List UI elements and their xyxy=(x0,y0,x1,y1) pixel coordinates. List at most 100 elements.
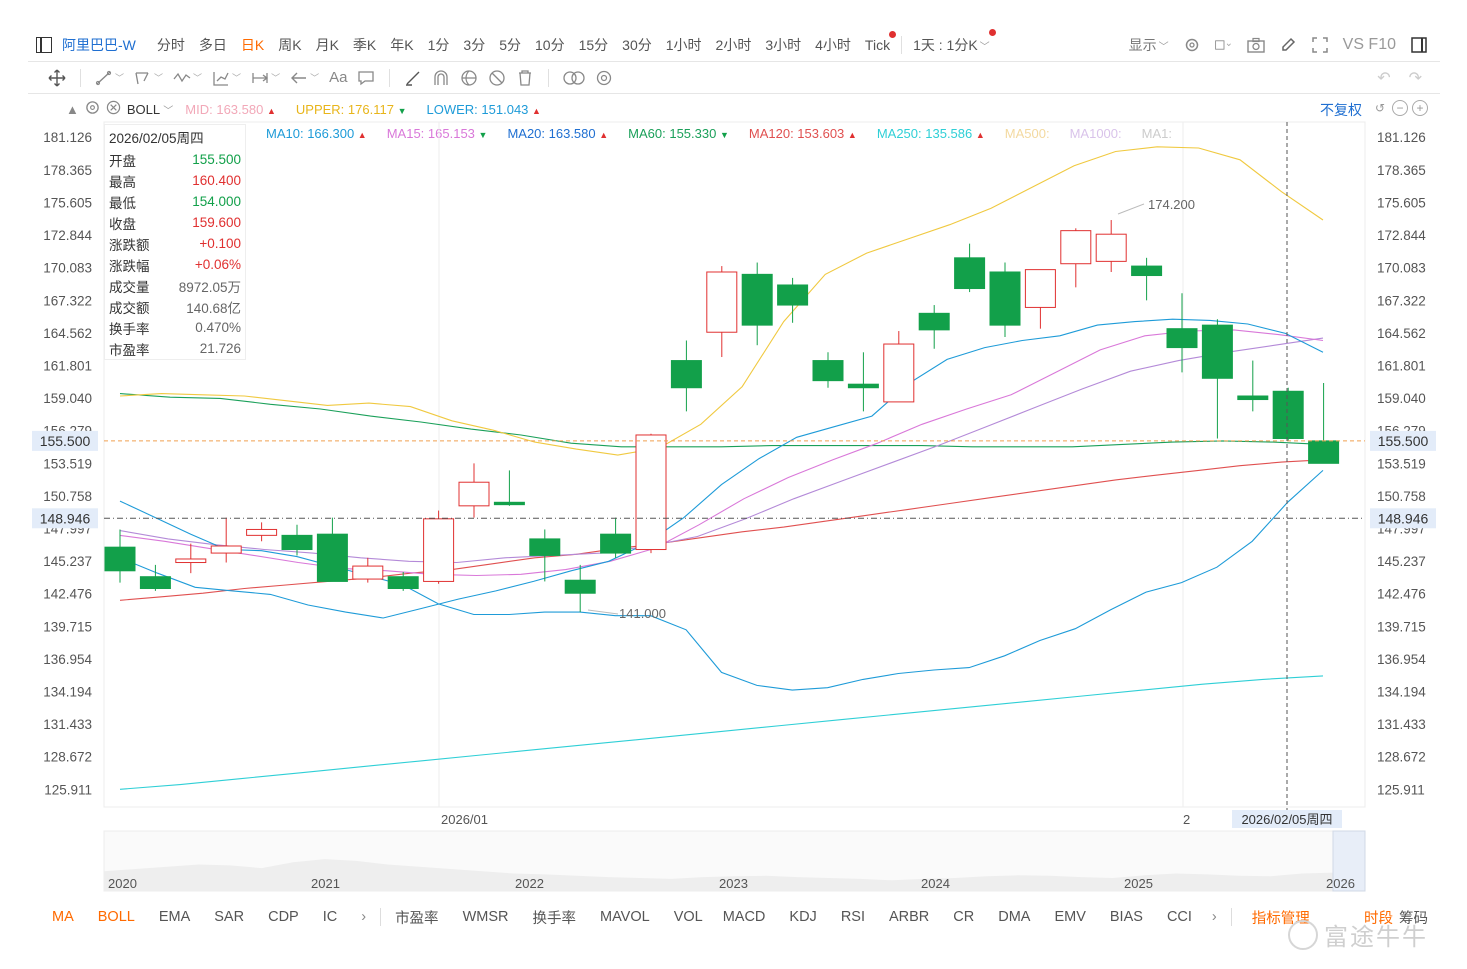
sub-indicator-tab[interactable]: VOL xyxy=(673,909,703,925)
custom-period-select[interactable]: 1天 : 1分K ﹀ xyxy=(913,28,996,55)
boll-mid: MID: 163.580 ▲ xyxy=(185,102,276,117)
candle-up xyxy=(706,271,738,333)
comment-tool-icon[interactable] xyxy=(357,69,375,87)
indicator-name-label: BOLL xyxy=(126,101,160,117)
indicator-tab[interactable]: IC xyxy=(322,909,338,925)
sub-indicator-tab[interactable]: 换手率 xyxy=(532,910,576,927)
period-tab[interactable]: 15分 xyxy=(578,36,609,53)
indicator-tab[interactable]: MA xyxy=(52,909,74,925)
info-key: 成交额 xyxy=(109,300,150,316)
zoom-in-icon[interactable]: + xyxy=(1412,100,1428,116)
period-tab[interactable]: 季K xyxy=(352,36,377,53)
period-tab[interactable]: 2小时 xyxy=(715,36,752,53)
vs-f10-button[interactable]: VS F10 xyxy=(1342,35,1396,53)
indicator-tab[interactable]: BOLL xyxy=(97,909,135,925)
sub-indicator-tab[interactable]: DMA xyxy=(998,909,1031,925)
period-tab[interactable]: 3分 xyxy=(463,36,486,53)
line-tool-icon[interactable]: ﹀ xyxy=(95,69,124,87)
camera-icon[interactable] xyxy=(1246,36,1265,54)
channel-tool-icon[interactable]: ﹀ xyxy=(134,69,163,87)
period-tab[interactable]: 多日 xyxy=(198,36,227,53)
candle-down xyxy=(1272,390,1304,440)
period-tab[interactable]: 分时 xyxy=(156,36,185,53)
indicator-tab[interactable]: SAR xyxy=(214,909,245,925)
info-value: 8972.05万 xyxy=(178,279,241,295)
pencil-icon[interactable] xyxy=(1279,36,1297,54)
fullscreen-icon[interactable] xyxy=(1311,36,1329,54)
chevron-right-icon[interactable]: › xyxy=(1211,909,1217,925)
chevron-right-icon[interactable]: › xyxy=(361,909,367,925)
redo-icon[interactable]: ↷ xyxy=(1408,69,1422,87)
overview-window xyxy=(1332,830,1366,892)
indicator-settings-icon[interactable] xyxy=(85,100,100,118)
display-menu[interactable]: 显示 ﹀ xyxy=(1129,35,1169,55)
period-tab[interactable]: 10分 xyxy=(535,36,565,53)
ma-value: 165.153 xyxy=(424,126,479,141)
overview-year-label: 2022 xyxy=(515,876,544,891)
trash-icon[interactable] xyxy=(516,69,534,87)
adjustment-toggle[interactable]: 不复权 xyxy=(1320,102,1362,118)
zoom-out-icon[interactable]: − xyxy=(1392,100,1408,116)
hide-drawing-icon[interactable] xyxy=(488,69,506,87)
sub-indicator-tab[interactable]: BIAS xyxy=(1109,909,1143,925)
ma-legend-item: MA10: 166.300 ▲ xyxy=(266,126,367,144)
candle-down xyxy=(954,257,986,290)
price-tick-label-right: 128.672 xyxy=(1377,750,1426,765)
layout-icon[interactable] xyxy=(1214,36,1233,54)
arrow-down-icon: ▼ xyxy=(397,105,407,116)
arrow-up-icon: ▲ xyxy=(357,130,367,140)
sub-indicator-tab[interactable]: CCI xyxy=(1166,909,1192,925)
sub-indicator-tab[interactable]: MAVOL xyxy=(599,909,650,925)
period-tab[interactable]: 月K xyxy=(315,36,339,53)
sub-indicator-tab[interactable]: 市盈率 xyxy=(395,910,439,927)
panel-toggle-icon[interactable] xyxy=(1410,36,1428,54)
period-tab[interactable]: 5分 xyxy=(499,36,521,53)
sync-drawing-icon[interactable] xyxy=(460,69,478,87)
sub-indicator-tab[interactable]: WMSR xyxy=(462,909,509,925)
period-toolbar: 阿里巴巴-W 分时 多日 日K 周K 月K 季K 年K 1分 3分 5分 10分… xyxy=(28,28,1440,62)
sub-indicator-tab[interactable]: MACD xyxy=(722,909,766,925)
undo-redo-group: ↶ ↷ xyxy=(1377,68,1440,88)
period-tab[interactable]: 年K xyxy=(390,36,414,53)
period-tab[interactable]: 周K xyxy=(278,36,302,53)
price-chart[interactable]: 181.126 181.126 178.365 178.365 175.605 175.6… xyxy=(28,28,1440,898)
period-tab[interactable]: 1小时 xyxy=(665,36,702,53)
arrow-up-icon: ▲ xyxy=(266,105,276,116)
period-tab[interactable]: 1分 xyxy=(427,36,450,53)
period-tab-tick[interactable]: Tick xyxy=(865,30,897,53)
reset-icon[interactable]: ↺ xyxy=(1374,101,1386,115)
move-icon[interactable] xyxy=(48,69,66,87)
fibonacci-tool-icon[interactable]: ﹀ xyxy=(212,69,241,87)
period-button[interactable]: 时段 xyxy=(1364,910,1393,927)
sub-indicator-tab[interactable]: ARBR xyxy=(888,909,930,925)
sub-indicator-tab[interactable]: CR xyxy=(953,909,975,925)
sidebar-toggle-icon[interactable] xyxy=(36,36,52,53)
sub-indicator-tab[interactable]: EMV xyxy=(1054,909,1086,925)
compare-icon[interactable] xyxy=(563,69,586,87)
info-value: 0.470% xyxy=(195,320,241,335)
sub-indicator-tab[interactable]: KDJ xyxy=(789,909,817,925)
chips-button[interactable]: 筹码 xyxy=(1399,910,1428,927)
collapse-icon[interactable]: ▲ xyxy=(66,101,79,117)
indicator-tab[interactable]: CDP xyxy=(268,909,299,925)
indicator-name[interactable]: BOLL ﹀ xyxy=(126,101,174,117)
arrow-tool-icon[interactable]: ﹀ xyxy=(290,69,319,87)
text-tool-icon[interactable]: Aa xyxy=(329,69,348,86)
drawing-settings-icon[interactable] xyxy=(595,69,613,87)
period-tab-active[interactable]: 日K xyxy=(240,36,265,53)
undo-icon[interactable]: ↶ xyxy=(1377,69,1391,87)
wave-tool-icon[interactable]: ﹀ xyxy=(173,69,202,87)
indicator-close-icon[interactable] xyxy=(106,100,121,118)
magnet-icon[interactable] xyxy=(432,69,450,87)
brush-icon[interactable] xyxy=(404,69,422,87)
period-tab[interactable]: 30分 xyxy=(622,36,652,53)
info-key: 市盈率 xyxy=(109,342,150,358)
measure-tool-icon[interactable]: ﹀ xyxy=(251,69,280,87)
gear-icon[interactable] xyxy=(1183,36,1201,54)
period-tab[interactable]: 4小时 xyxy=(815,36,851,53)
sub-indicator-tab[interactable]: RSI xyxy=(840,909,865,925)
stock-name[interactable]: 阿里巴巴-W xyxy=(62,36,136,53)
price-tick-label-right: 181.126 xyxy=(1377,130,1426,145)
period-tab[interactable]: 3小时 xyxy=(765,36,802,53)
indicator-tab[interactable]: EMA xyxy=(158,909,191,925)
